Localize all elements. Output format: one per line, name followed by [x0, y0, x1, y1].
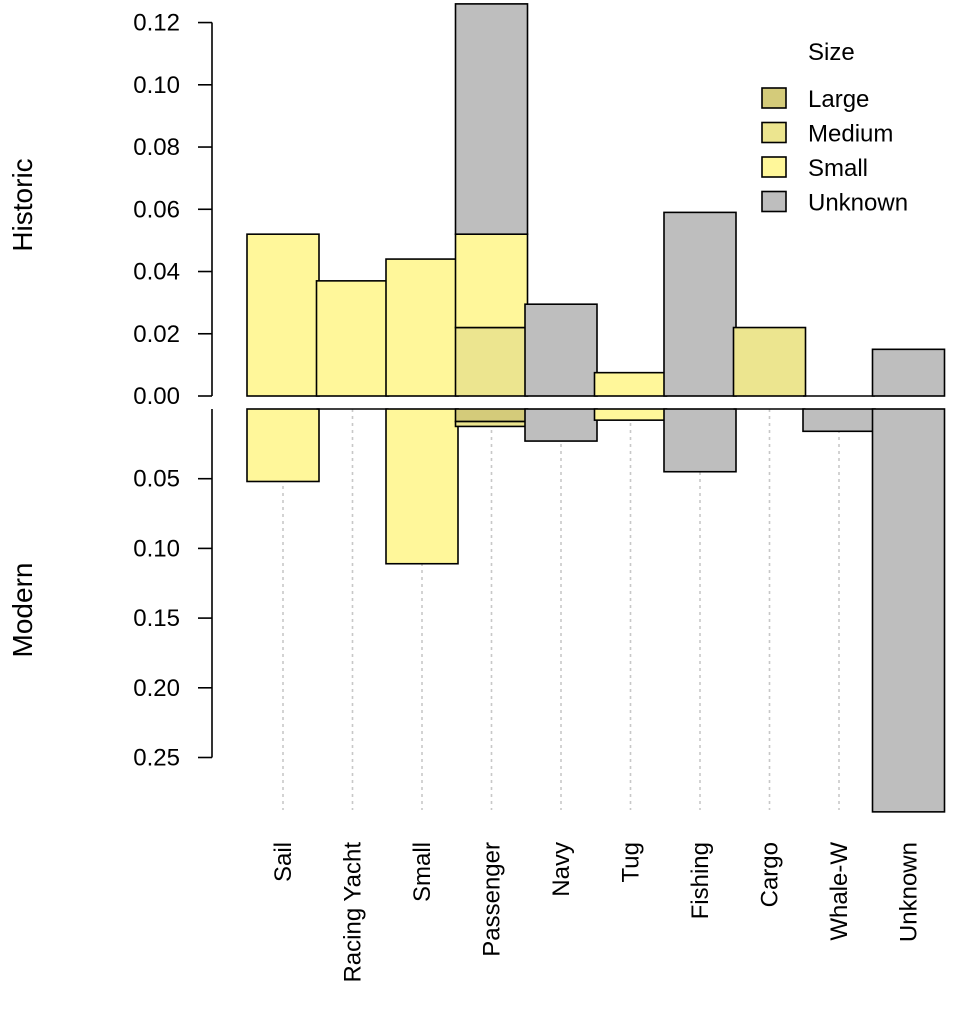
legend-label-unknown: Unknown [808, 190, 908, 217]
category-label-unknown: Unknown [896, 842, 923, 942]
panel-label-modern: Modern [7, 563, 38, 658]
bar-modern-navy-unknown [524, 408, 598, 442]
legend-swatch-unknown [761, 190, 787, 213]
bar-historic-small-small [385, 258, 459, 397]
category-label-passenger: Passenger [479, 842, 506, 957]
legend-label-medium: Medium [808, 121, 893, 148]
legend-swatch-small [761, 156, 787, 178]
legend-title: Size [808, 39, 855, 66]
bar-modern-sail-small [246, 408, 320, 483]
category-label-racing-yacht: Racing Yacht [340, 842, 367, 983]
tick-label-historic-0-08: 0.08 [133, 134, 180, 161]
bar-historic-cargo-medium [732, 326, 807, 397]
bar-historic-racing-yacht-small [315, 280, 390, 397]
legend: Size Large Medium Small Unknown [761, 39, 908, 217]
tick-label-modern-0-20: 0.20 [133, 675, 180, 702]
bar-modern-whale-w-unknown [802, 408, 876, 433]
tick-label-modern-0-05: 0.05 [133, 466, 180, 493]
bar-historic-passenger-small [454, 233, 529, 329]
category-label-fishing: Fishing [687, 842, 714, 919]
legend-label-large: Large [808, 86, 869, 113]
category-labels: Sail Racing Yacht Small Passenger Navy Tug Fis… [270, 842, 923, 983]
category-label-sail: Sail [270, 842, 297, 882]
bar-modern-passenger-large [454, 408, 529, 423]
category-label-tug: Tug [618, 842, 645, 882]
bars [246, 3, 946, 813]
bar-historic-navy-unknown [524, 303, 598, 397]
category-label-small: Small [409, 842, 436, 902]
category-label-whale-w: Whale-W [826, 842, 853, 941]
y-axes: 0.00 0.02 0.04 0.06 0.08 0.10 0.12 0.05 0.10 0.15… [133, 10, 213, 772]
bar-historic-passenger-medium [454, 326, 529, 397]
bar-historic-tug-small [593, 371, 668, 397]
bar-historic-unknown-unknown [871, 348, 946, 397]
tick-label-historic-0-12: 0.12 [133, 10, 180, 37]
bar-historic-passenger-unknown [454, 3, 529, 235]
bar-modern-unknown-unknown [871, 408, 946, 813]
bar-modern-passenger-medium [454, 420, 529, 428]
panel-label-historic: Historic [7, 158, 38, 251]
category-guide-lines [282, 409, 910, 810]
category-label-cargo: Cargo [757, 842, 784, 907]
category-label-navy: Navy [548, 842, 575, 897]
bar-historic-sail-small [246, 233, 320, 397]
tick-label-historic-0-06: 0.06 [133, 196, 180, 223]
tick-label-modern-0-10: 0.10 [133, 535, 180, 562]
tick-label-modern-0-25: 0.25 [133, 745, 180, 772]
legend-swatch-large [761, 87, 787, 109]
tick-label-modern-0-15: 0.15 [133, 605, 180, 632]
tick-label-historic-0-02: 0.02 [133, 321, 180, 348]
tick-label-historic-0-10: 0.10 [133, 72, 180, 99]
legend-label-small: Small [808, 155, 868, 182]
legend-swatch-medium [761, 121, 787, 144]
tick-label-historic-0-00: 0.00 [133, 383, 180, 410]
tick-label-historic-0-04: 0.04 [133, 259, 180, 286]
bar-modern-fishing-unknown [663, 408, 737, 473]
bar-historic-fishing-unknown [663, 211, 737, 397]
bar-modern-small-small [385, 408, 459, 565]
bar-modern-tug-small [593, 408, 668, 421]
